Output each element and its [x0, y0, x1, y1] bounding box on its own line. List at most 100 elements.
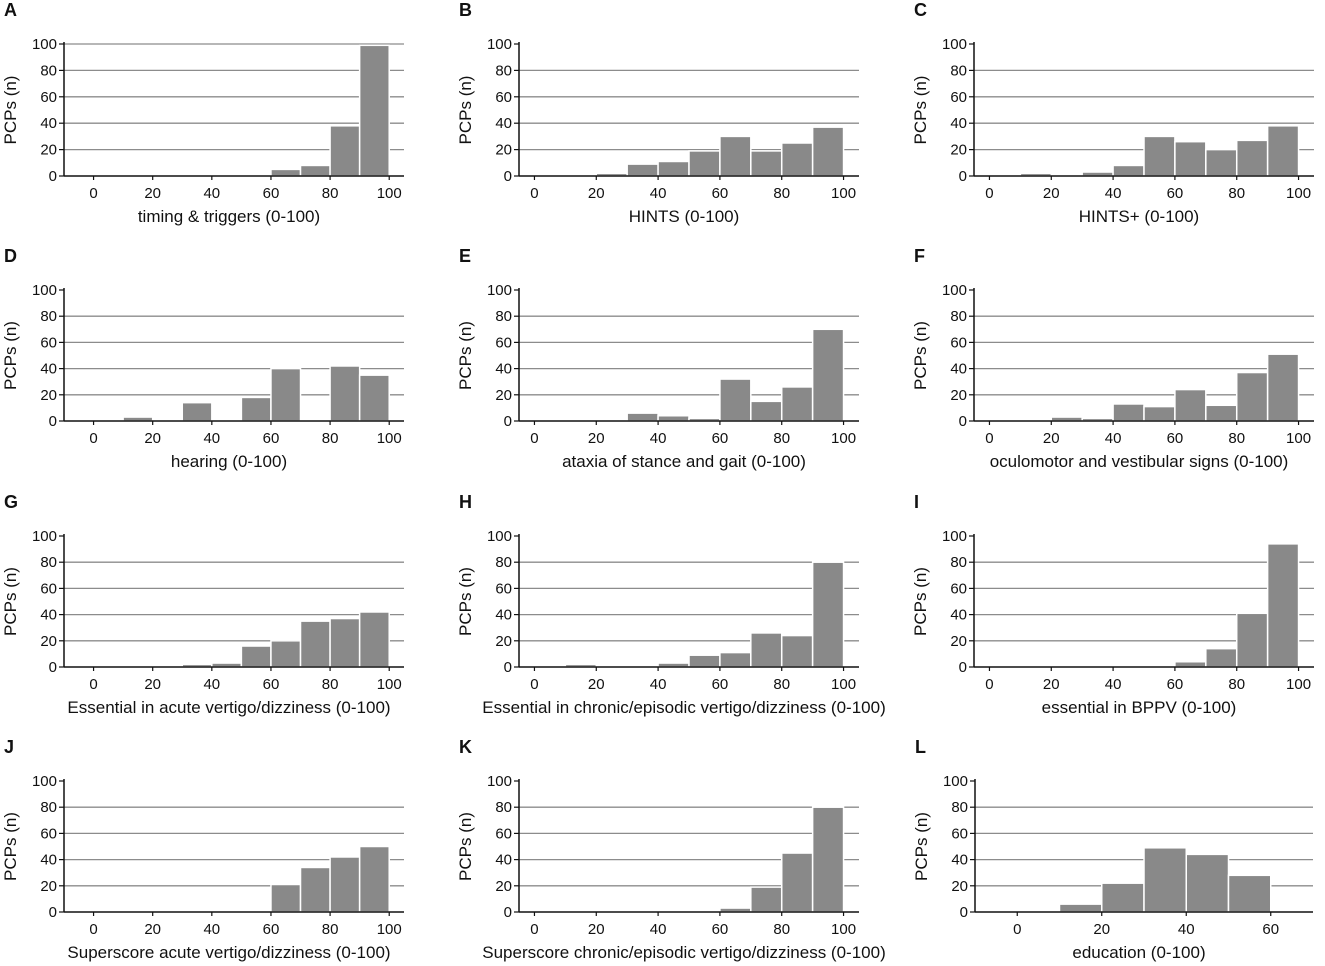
histogram-bar [719, 135, 752, 177]
histogram-bar [1185, 853, 1230, 913]
x-tick-label: 20 [1093, 921, 1110, 938]
y-axis-title: PCPs (n) [1, 321, 20, 390]
x-tick-label: 100 [1286, 430, 1311, 447]
y-tick-label: 0 [504, 413, 512, 430]
panel-label: K [459, 737, 472, 757]
y-tick-label: 100 [32, 773, 57, 790]
y-axis-title: PCPs (n) [911, 76, 930, 145]
y-tick-label: 60 [495, 580, 512, 597]
x-axis-title: Essential in chronic/episodic vertigo/di… [482, 698, 885, 717]
y-tick-label: 0 [504, 168, 512, 185]
y-axis-title: PCPs (n) [456, 76, 475, 145]
x-tick-label: 20 [1043, 430, 1060, 447]
x-tick-label: 40 [203, 185, 220, 202]
y-tick-label: 20 [950, 142, 967, 159]
y-axis-title: PCPs (n) [912, 812, 931, 881]
y-tick-label: 80 [40, 308, 57, 325]
x-axis-title: oculomotor and vestibular signs (0-100) [990, 452, 1289, 471]
y-tick-label: 60 [951, 825, 968, 842]
panel-i: I 0 20 40 60 80 100 0 20 40 60 80 100 essential in BP… [911, 492, 1314, 717]
x-tick-label: 60 [263, 185, 280, 202]
x-tick-label: 100 [377, 676, 402, 693]
x-tick-label: 80 [773, 185, 790, 202]
y-tick-label: 0 [959, 659, 967, 676]
histogram-bar [329, 856, 361, 913]
histogram-bar [1112, 164, 1145, 177]
x-tick-label: 0 [1013, 921, 1021, 938]
histogram-bar [1058, 903, 1103, 913]
y-tick-label: 100 [32, 282, 57, 299]
x-tick-label: 60 [712, 185, 729, 202]
x-tick-label: 60 [1167, 430, 1184, 447]
panel-label: G [4, 492, 18, 512]
panel-label: B [459, 0, 472, 20]
panel-label: F [914, 246, 925, 266]
panel-a: A 0 20 40 60 80 100 0 20 40 60 80 100 timing & trigge… [1, 0, 404, 226]
x-tick-label: 40 [650, 676, 667, 693]
histogram-bar [1174, 388, 1207, 422]
x-tick-label: 0 [530, 185, 538, 202]
x-axis-title: hearing (0-100) [171, 452, 287, 471]
histogram-bar [329, 125, 361, 177]
y-axis-title: PCPs (n) [1, 812, 20, 881]
histogram-bar [1235, 139, 1269, 177]
panel-b: B 0 20 40 60 80 100 0 20 40 60 80 100 HINTS (0-100) PC… [456, 0, 859, 226]
y-tick-label: 0 [49, 413, 57, 430]
y-tick-label: 100 [487, 773, 512, 790]
x-tick-label: 0 [985, 676, 993, 693]
x-tick-label: 20 [1043, 185, 1060, 202]
histogram-bar [811, 126, 845, 177]
histogram-bar [270, 883, 302, 913]
panel-e: E 0 20 40 60 80 100 0 20 40 60 80 100 ataxia of stanc… [456, 246, 859, 471]
x-tick-label: 80 [773, 430, 790, 447]
histogram-bar [270, 168, 302, 177]
x-tick-label: 40 [1105, 185, 1122, 202]
y-tick-label: 0 [49, 904, 57, 921]
y-tick-label: 60 [495, 825, 512, 842]
y-tick-label: 100 [32, 528, 57, 545]
x-tick-label: 100 [831, 921, 856, 938]
y-tick-label: 60 [495, 89, 512, 106]
y-tick-label: 40 [495, 607, 512, 624]
histogram-bar [1205, 148, 1238, 177]
x-axis-title: timing & triggers (0-100) [138, 207, 320, 226]
panel-label: L [915, 737, 926, 757]
y-tick-label: 20 [40, 633, 57, 650]
x-tick-label: 80 [1228, 676, 1245, 693]
histogram-bar [358, 845, 390, 913]
histogram-bar [270, 640, 302, 668]
histogram-bar [1143, 135, 1176, 177]
y-tick-label: 40 [40, 115, 57, 132]
x-axis-title: essential in BPPV (0-100) [1042, 698, 1237, 717]
x-tick-label: 60 [1262, 921, 1279, 938]
x-tick-label: 80 [322, 430, 339, 447]
y-tick-label: 20 [495, 878, 512, 895]
y-tick-label: 0 [959, 413, 967, 430]
x-tick-label: 20 [144, 185, 161, 202]
panel-label: H [459, 492, 472, 512]
y-axis-title: PCPs (n) [911, 321, 930, 390]
histogram-bar [811, 561, 845, 668]
y-tick-label: 80 [40, 799, 57, 816]
panel-f: F 0 20 40 60 80 100 0 20 40 60 80 100 oculomotor and … [911, 246, 1314, 471]
x-tick-label: 100 [1286, 676, 1311, 693]
y-tick-label: 20 [495, 387, 512, 404]
y-tick-label: 60 [950, 580, 967, 597]
y-tick-label: 40 [495, 115, 512, 132]
x-tick-label: 40 [203, 430, 220, 447]
histogram-bar [329, 365, 361, 422]
panel-label: J [4, 737, 14, 757]
histogram-bar [811, 806, 845, 913]
histogram-bar [750, 150, 783, 177]
x-tick-label: 80 [773, 676, 790, 693]
histogram-bar [626, 163, 659, 177]
histogram-bar [780, 634, 814, 668]
y-tick-label: 80 [495, 799, 512, 816]
panel-label: E [459, 246, 471, 266]
histogram-bar [299, 866, 331, 913]
histogram-bar [1235, 612, 1269, 668]
y-tick-label: 80 [40, 554, 57, 571]
y-tick-label: 40 [951, 852, 968, 869]
histogram-bar [719, 378, 752, 422]
